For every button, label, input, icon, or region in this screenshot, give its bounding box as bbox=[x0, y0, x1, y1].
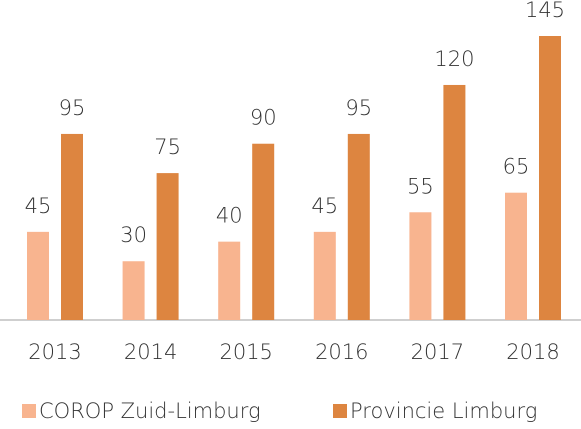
bar bbox=[505, 192, 527, 320]
legend-label: COROP Zuid-Limburg bbox=[39, 399, 261, 423]
legend-swatch bbox=[22, 404, 36, 418]
data-label: 65 bbox=[503, 155, 530, 179]
legend-label: Provincie Limburg bbox=[350, 399, 537, 423]
bar bbox=[156, 173, 179, 320]
data-label: 55 bbox=[407, 174, 434, 198]
bar bbox=[122, 261, 145, 320]
bar bbox=[347, 133, 370, 320]
data-label: 30 bbox=[120, 223, 147, 247]
bar bbox=[409, 212, 432, 320]
x-tick-label: 2014 bbox=[124, 340, 177, 364]
data-label: 40 bbox=[216, 204, 243, 228]
data-label: 120 bbox=[434, 47, 474, 71]
bar bbox=[61, 133, 83, 320]
bar bbox=[443, 84, 466, 320]
data-label: 145 bbox=[525, 0, 565, 22]
bar bbox=[27, 231, 49, 320]
data-label: 45 bbox=[25, 194, 52, 218]
data-label: 95 bbox=[345, 96, 372, 120]
data-label: 90 bbox=[250, 106, 277, 130]
bar bbox=[218, 241, 241, 320]
data-label: 75 bbox=[154, 135, 181, 159]
x-tick-label: 2018 bbox=[506, 340, 559, 364]
x-tick-label: 2015 bbox=[219, 340, 272, 364]
bar bbox=[313, 231, 336, 320]
data-label: 95 bbox=[59, 96, 86, 120]
bar bbox=[252, 143, 275, 320]
data-label: 45 bbox=[311, 194, 338, 218]
legend-swatch bbox=[333, 404, 347, 418]
x-tick-label: 2016 bbox=[315, 340, 368, 364]
x-tick-label: 2013 bbox=[28, 340, 81, 364]
bar bbox=[539, 36, 561, 320]
x-tick-label: 2017 bbox=[411, 340, 464, 364]
